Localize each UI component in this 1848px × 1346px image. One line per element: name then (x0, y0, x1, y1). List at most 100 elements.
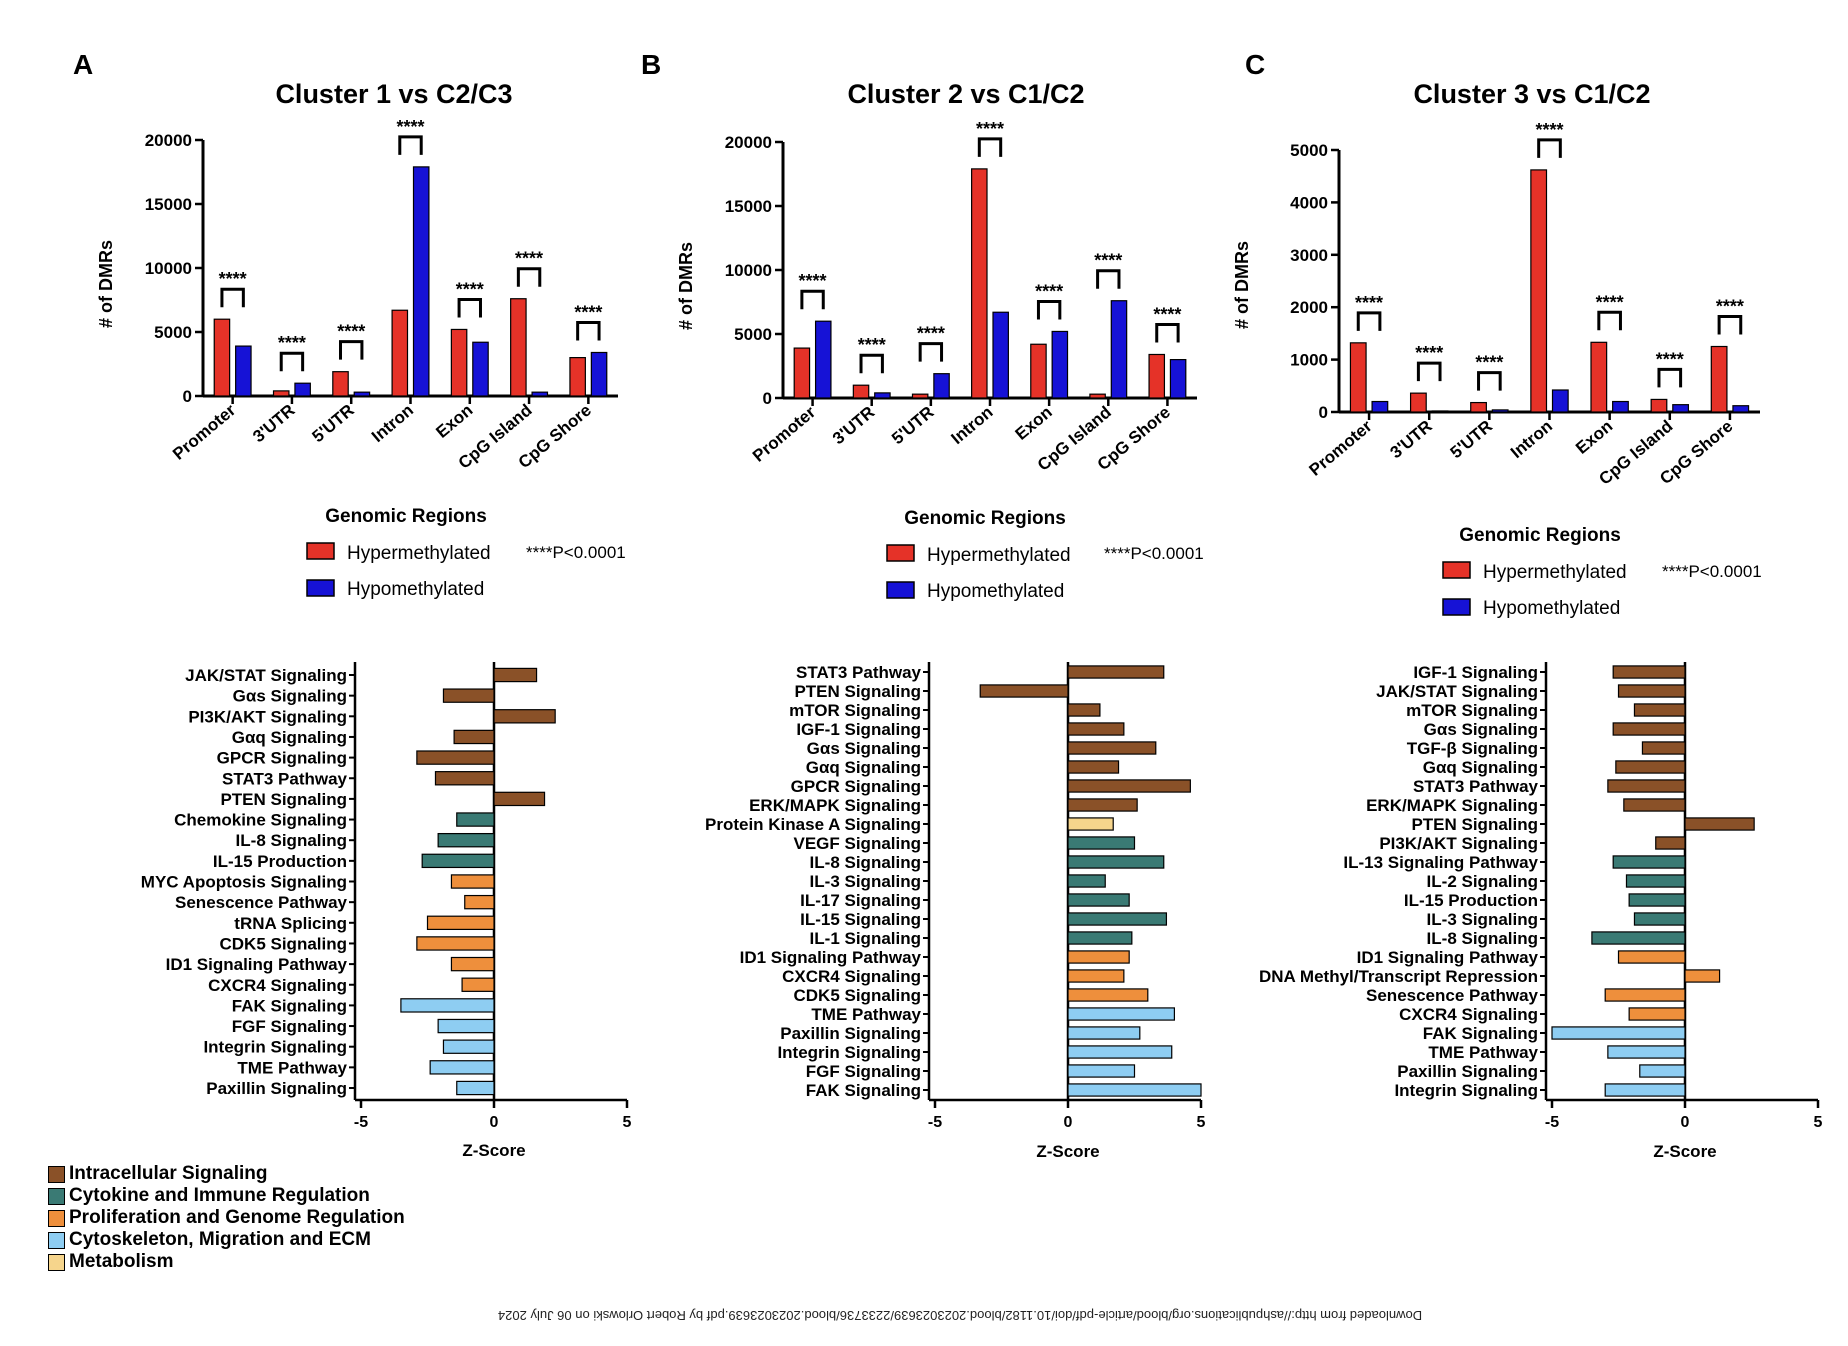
zscore-bar-jak-stat-signaling (493, 667, 538, 683)
bar-hyper-cpg-island (510, 298, 527, 397)
zscore-bar-fak-signaling (1551, 1026, 1686, 1040)
significance-bracket (339, 340, 364, 360)
pathway-label: FGF Signaling (806, 1062, 921, 1081)
significance-bracket (1416, 361, 1442, 382)
zscore-bar-g-s-signaling (442, 688, 495, 703)
bar-hypo-promoter (235, 345, 252, 397)
zscore-bar-g-s-signaling (1067, 741, 1157, 755)
pathway-label: Senescence Pathway (1366, 986, 1539, 1005)
x-tick-label: Exon (432, 401, 476, 442)
pathway-label: IL-15 Production (213, 852, 347, 871)
zscore-bar-erk-mapk-signaling (1067, 798, 1138, 812)
legend-annotation: ****P<0.0001 (1662, 562, 1762, 581)
zscore-bar-fgf-signaling (1067, 1064, 1136, 1078)
pathway-label: PTEN Signaling (220, 790, 347, 809)
significance-bracket (800, 289, 825, 310)
significance-stars: **** (917, 324, 945, 344)
bar-hyper-exon (1030, 343, 1047, 399)
pathway-label: STAT3 Pathway (222, 769, 348, 788)
significance-bracket (918, 342, 944, 362)
bar-hyper-3-utr (272, 390, 290, 397)
bar-hyper-exon (1590, 341, 1608, 413)
significance-stars: **** (1415, 343, 1443, 363)
y-tick-label: 0 (183, 387, 192, 406)
x-tick-label: 3'UTR (829, 403, 878, 449)
category-legend-item: Cytokine and Immune Regulation (48, 1185, 405, 1207)
significance-stars: **** (1153, 304, 1181, 324)
pathway-label: IL-8 Signaling (810, 853, 921, 872)
pathway-label: IL-3 Signaling (810, 872, 921, 891)
pathway-label: FAK Signaling (232, 996, 347, 1015)
pathway-label: IGF-1 Signaling (796, 720, 921, 739)
legend-swatch-hypo (306, 579, 335, 597)
significance-bracket (1597, 310, 1622, 331)
pathway-label: IL-17 Signaling (800, 891, 921, 910)
z-tick-label: 5 (1197, 1114, 1206, 1131)
panel-letter-c: C (1245, 49, 1265, 80)
significance-stars: **** (1035, 281, 1063, 301)
category-label: Intracellular Signaling (69, 1163, 268, 1184)
zscore-bar-cxcr4-signaling (1628, 1007, 1686, 1021)
y-tick-label: 0 (763, 389, 772, 408)
pathway-label: Gαq Signaling (1423, 758, 1538, 777)
y-tick-label: 5000 (154, 323, 192, 342)
x-tick-label: Intron (368, 401, 417, 447)
zscore-bar-integrin-signaling (442, 1039, 495, 1054)
zscore-bar-il-2-signaling (1625, 874, 1686, 888)
pathway-label: TME Pathway (811, 1005, 921, 1024)
significance-bracket (1036, 299, 1062, 320)
series-legend-b: Hypermethylated ****P<0.0001 Hypomethyla… (886, 544, 1204, 602)
pathway-label: STAT3 Pathway (1413, 777, 1539, 796)
pathway-label: Integrin Signaling (777, 1043, 921, 1062)
x-tick-label: Exon (1012, 403, 1056, 444)
pathway-label: ERK/MAPK Signaling (1366, 796, 1538, 815)
significance-stars: **** (1535, 120, 1563, 140)
pathway-label: mTOR Signaling (1406, 701, 1538, 720)
significance-stars: **** (976, 119, 1004, 139)
y-tick-label: 2000 (1290, 298, 1328, 317)
zscore-bar-pten-signaling (1684, 817, 1755, 831)
zscore-bar-vegf-signaling (1067, 836, 1136, 850)
bar-hypo-intron (992, 311, 1009, 399)
pathway-label: IL-2 Signaling (1427, 872, 1538, 891)
zscore-bar-id1-signaling-pathway (450, 956, 495, 972)
category-label: Metabolism (69, 1251, 174, 1272)
pathway-label: Chemokine Signaling (174, 811, 347, 830)
pathway-label: mTOR Signaling (789, 701, 921, 720)
significance-stars: **** (1596, 292, 1624, 312)
bar-hyper-promoter (213, 318, 231, 397)
y-tick-label: 4000 (1290, 193, 1328, 212)
bar-hypo-exon (1051, 330, 1069, 399)
bar-hyper-cpg-island (1650, 398, 1668, 413)
zscore-bar-pten-signaling (979, 684, 1069, 698)
pathway-label: PI3K/AKT Signaling (1379, 834, 1538, 853)
category-label: Proliferation and Genome Regulation (69, 1207, 405, 1228)
zscore-bar-il-15-production (1628, 893, 1686, 907)
x-tick-label: Exon (1572, 417, 1616, 458)
y-tick-label: 10000 (145, 259, 192, 278)
x-tick-label: 3'UTR (1386, 417, 1435, 463)
pathway-label: FAK Signaling (1423, 1024, 1538, 1043)
zscore-bar-il-1-signaling (1067, 931, 1133, 945)
zscore-bar-g-s-signaling (1612, 722, 1686, 736)
legend-swatch-hyper (886, 544, 915, 562)
significance-stars: **** (278, 333, 306, 353)
pathway-label: IL-8 Signaling (236, 831, 347, 850)
significance-bracket (398, 135, 423, 155)
pathway-label: PTEN Signaling (794, 682, 921, 701)
significance-stars: **** (858, 335, 886, 355)
legend-swatch-hypo (886, 581, 915, 599)
pathway-label: ERK/MAPK Signaling (749, 796, 921, 815)
legend-annotation: ****P<0.0001 (1104, 544, 1204, 563)
category-label: Cytoskeleton, Migration and ECM (69, 1229, 371, 1250)
significance-stars: **** (1094, 251, 1122, 271)
x-tick-label: Promoter (749, 402, 819, 465)
bar-hyper-intron (391, 309, 409, 397)
x-axis-label-b: Genomic Regions (904, 508, 1066, 529)
zscore-bar-cxcr4-signaling (461, 977, 495, 992)
z-axis-label-c: Z-Score (1653, 1142, 1716, 1161)
significance-bracket (516, 267, 542, 287)
x-tick-label: 5'UTR (888, 403, 937, 449)
